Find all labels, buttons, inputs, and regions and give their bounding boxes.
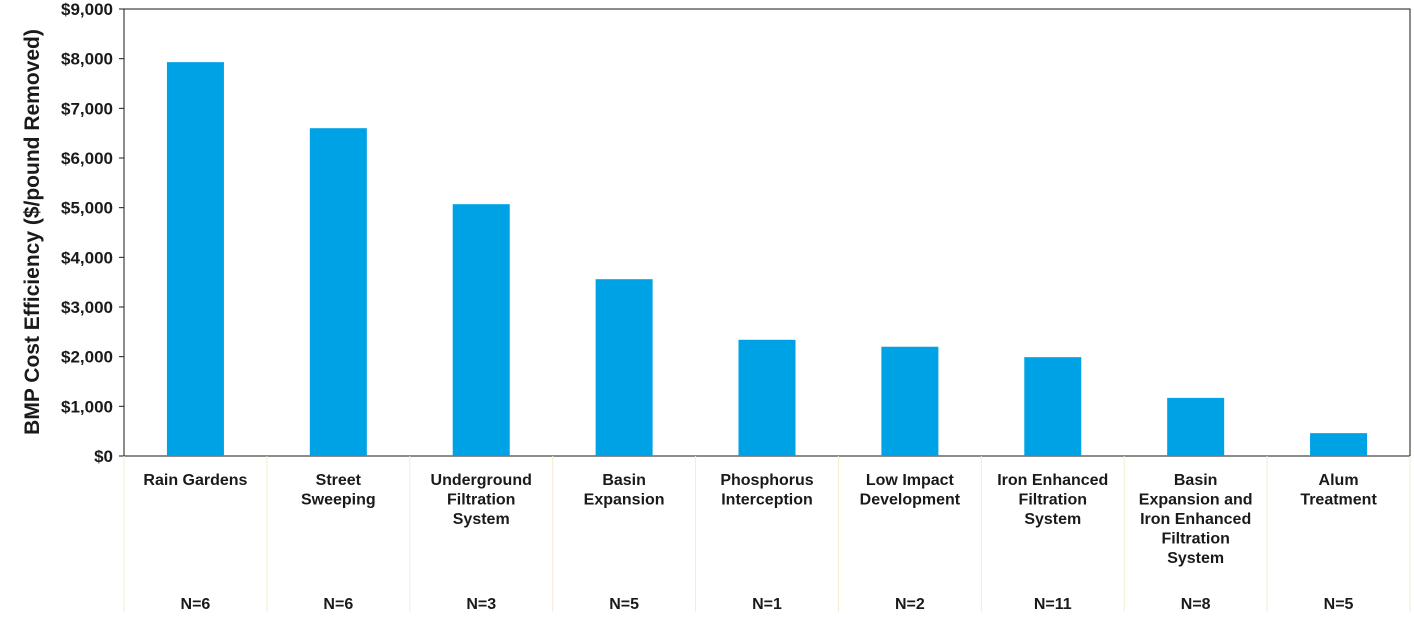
sample-size-label: N=11 — [1034, 596, 1072, 613]
y-tick-label: $9,000 — [61, 0, 113, 19]
y-tick-label: $0 — [94, 447, 113, 466]
bar — [595, 279, 653, 456]
bar — [1024, 357, 1082, 456]
bar — [166, 62, 224, 456]
sample-size-label: N=6 — [181, 596, 211, 613]
y-axis-label: BMP Cost Efficiency ($/pound Removed) — [21, 29, 44, 435]
bar — [452, 204, 510, 456]
category-label: Rain Gardens — [143, 472, 247, 489]
bar — [738, 339, 796, 456]
category-label: Underground Filtration System — [431, 472, 532, 528]
sample-size-label: N=1 — [752, 596, 782, 613]
y-tick-label: $5,000 — [61, 199, 113, 218]
y-tick-label: $3,000 — [61, 298, 113, 317]
category-label: Low Impact Development — [860, 472, 961, 509]
category-label: Phosphorus Interception — [720, 472, 813, 509]
category-label: Iron Enhanced Filtration System — [997, 472, 1108, 528]
category-label: Street Sweeping — [301, 472, 376, 509]
bars — [166, 62, 1368, 456]
y-tick-label: $2,000 — [61, 348, 113, 367]
category-labels: Rain Gardens Street Sweeping Underground Fil… — [123, 456, 1411, 612]
sample-size-label: N=8 — [1181, 596, 1211, 613]
category-label: Basin Expansion and Iron Enhanced Filtratio… — [1139, 472, 1253, 567]
y-tick-label: $6,000 — [61, 149, 113, 168]
sample-size-label: N=5 — [1324, 596, 1354, 613]
bar — [1310, 433, 1368, 456]
y-tick-label: $4,000 — [61, 248, 113, 267]
bar — [1167, 397, 1225, 456]
y-axis: $0 $1,000 $2,000 $3,000 $4,000 $5,000 $6,000 $7… — [61, 0, 1411, 466]
sample-size-label: N=2 — [895, 596, 925, 613]
y-tick-label: $1,000 — [61, 397, 113, 416]
bar — [309, 128, 367, 456]
bar — [881, 346, 939, 456]
sample-size-labels: N=6 N=6 N=3 N=5 N=1 N=2 N=11 N=8 N=5 — [181, 596, 1354, 613]
category-label: Alum Treatment — [1300, 472, 1377, 509]
y-tick-label: $7,000 — [61, 99, 113, 118]
sample-size-label: N=6 — [323, 596, 353, 613]
sample-size-label: N=3 — [466, 596, 496, 613]
category-label: Basin Expansion — [584, 472, 665, 509]
sample-size-label: N=5 — [609, 596, 639, 613]
y-tick-label: $8,000 — [61, 50, 113, 69]
